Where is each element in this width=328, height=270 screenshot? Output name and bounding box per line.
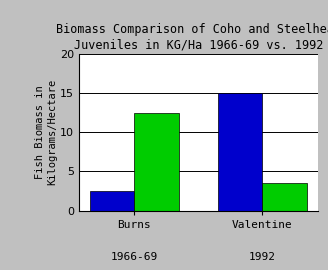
Y-axis label: Fish Biomass in
Kilograms/Hectare: Fish Biomass in Kilograms/Hectare [35,79,57,185]
Bar [218,93,262,211]
Bar [262,183,307,211]
Bar [134,113,179,211]
Text: 1992: 1992 [249,252,276,262]
Bar [90,191,134,211]
Text: 1966-69: 1966-69 [111,252,158,262]
Title: Biomass Comparison of Coho and Steelhead
Juveniles in KG/Ha 1966-69 vs. 1992: Biomass Comparison of Coho and Steelhead… [56,23,328,52]
